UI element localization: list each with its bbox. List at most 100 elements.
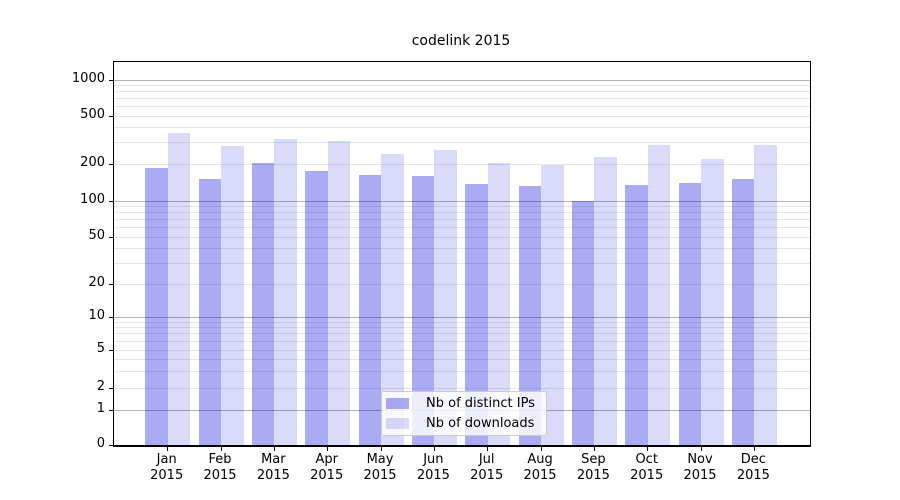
gridline-minor	[114, 358, 810, 360]
x-tick-label: Feb 2015	[203, 452, 237, 483]
x-tick-mark	[487, 447, 489, 451]
y-tick-label: 5	[96, 341, 105, 356]
bar-downloads	[541, 164, 564, 445]
x-tick-mark	[753, 447, 755, 451]
bar-distinct-ips	[145, 168, 168, 445]
x-tick-label: Jan 2015	[150, 452, 184, 483]
gridline-minor	[114, 219, 810, 221]
gridline-minor	[114, 262, 810, 264]
bar-distinct-ips	[731, 179, 755, 445]
bar-distinct-ips	[678, 182, 702, 445]
bar-distinct-ips	[625, 184, 648, 445]
y-tick-mark	[109, 200, 113, 202]
y-tick-label: 20	[88, 275, 105, 290]
x-tick-mark	[433, 447, 435, 451]
y-tick-mark	[109, 283, 113, 285]
legend-label-distinct-ips: Nb of distinct IPs	[426, 396, 535, 411]
gridline-minor	[114, 227, 810, 229]
legend-swatch-downloads	[386, 418, 409, 429]
y-tick-label: 2	[96, 379, 105, 394]
x-tick-label: Nov 2015	[683, 452, 717, 483]
x-tick-mark	[273, 447, 275, 451]
gridline-minor	[114, 247, 810, 249]
bar-downloads	[594, 156, 617, 445]
bar-distinct-ips	[251, 162, 275, 445]
bar-downloads	[754, 144, 777, 445]
bar-distinct-ips	[411, 176, 435, 445]
x-tick-mark	[593, 447, 595, 451]
gridline-minor	[114, 321, 810, 323]
y-tick-mark	[109, 444, 113, 446]
plot-area	[109, 61, 811, 451]
y-tick-mark	[109, 115, 113, 117]
gridline-minor	[114, 127, 810, 129]
bar-downloads	[434, 150, 457, 445]
x-tick-label: Sep 2015	[576, 452, 610, 483]
x-tick-label: Aug 2015	[523, 452, 557, 483]
x-tick-label: Apr 2015	[310, 452, 344, 483]
x-tick-label: Jun 2015	[416, 452, 450, 483]
gridline-minor	[114, 115, 810, 117]
gridline-major	[114, 79, 810, 81]
y-tick-mark	[109, 349, 113, 351]
y-tick-mark	[109, 236, 113, 238]
bar-downloads	[221, 146, 244, 445]
gridline-minor	[114, 91, 810, 93]
y-tick-label: 0	[96, 436, 105, 451]
bar-downloads	[487, 162, 511, 445]
legend: Nb of distinct IPs Nb of downloads	[381, 391, 547, 436]
gridline-minor	[114, 340, 810, 342]
bar-downloads	[701, 159, 724, 445]
y-tick-label: 1000	[71, 71, 105, 86]
bar-distinct-ips	[198, 179, 222, 445]
y-tick-mark	[109, 409, 113, 411]
y-tick-label: 100	[80, 192, 105, 207]
x-tick-mark	[327, 447, 329, 451]
gridline-minor	[114, 212, 810, 214]
gridline-minor	[114, 333, 810, 335]
legend-swatch-distinct-ips	[386, 398, 409, 409]
x-tick-label: May 2015	[363, 452, 397, 483]
y-tick-mark	[109, 79, 113, 81]
y-tick-label: 50	[88, 228, 105, 243]
bar-downloads	[274, 138, 297, 445]
gridline-minor	[114, 98, 810, 100]
y-tick-label: 10	[88, 308, 105, 323]
x-tick-mark	[647, 447, 649, 451]
x-tick-mark	[540, 447, 542, 451]
gridline-minor	[114, 84, 810, 86]
bar-downloads	[327, 141, 351, 445]
x-tick-label: Mar 2015	[256, 452, 290, 483]
gridline-major	[114, 200, 810, 202]
legend-row: Nb of distinct IPs	[386, 396, 538, 411]
gridline-minor	[114, 205, 810, 207]
x-tick-mark	[380, 447, 382, 451]
y-tick-label: 1	[96, 401, 105, 416]
bar-distinct-ips	[358, 175, 382, 445]
y-tick-mark	[109, 316, 113, 318]
y-tick-mark	[109, 163, 113, 165]
bar-distinct-ips	[571, 201, 595, 445]
x-tick-mark	[700, 447, 702, 451]
gridline-minor	[114, 106, 810, 108]
gridline-minor	[114, 142, 810, 144]
y-tick-label: 500	[80, 107, 105, 122]
gridline-minor	[114, 349, 810, 351]
bar-downloads	[381, 154, 404, 445]
gridline-minor	[114, 387, 810, 389]
x-tick-label: Dec 2015	[736, 452, 770, 483]
bar-distinct-ips	[305, 171, 328, 445]
legend-row: Nb of downloads	[386, 416, 538, 431]
gridline-major	[114, 316, 810, 318]
x-tick-mark	[220, 447, 222, 451]
y-tick-mark	[109, 387, 113, 389]
bar-downloads	[647, 145, 671, 445]
x-tick-label: Jul 2015	[470, 452, 504, 483]
bar-distinct-ips	[465, 183, 488, 445]
legend-label-downloads: Nb of downloads	[426, 416, 535, 431]
gridline-minor	[114, 163, 810, 165]
gridline-minor	[114, 283, 810, 285]
gridline-minor	[114, 370, 810, 372]
bar-distinct-ips	[518, 185, 542, 445]
